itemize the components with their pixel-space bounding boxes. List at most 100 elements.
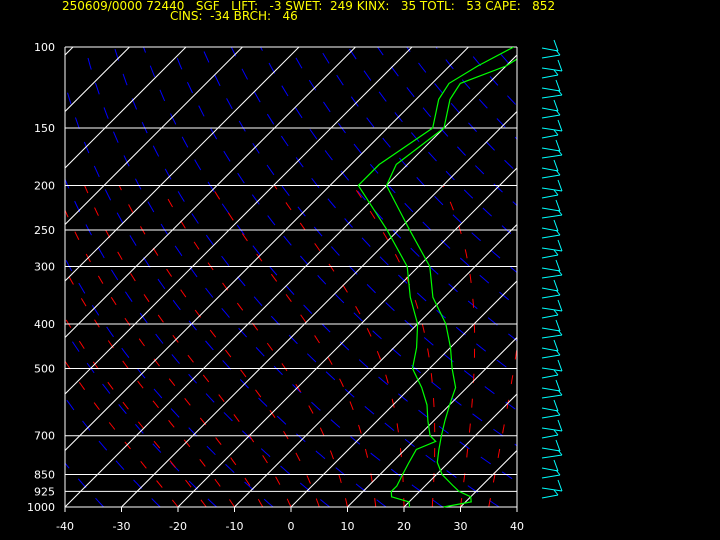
moist-adiabat-line — [210, 185, 377, 508]
wind-barb — [541, 287, 559, 292]
wind-barb-feather — [555, 379, 561, 392]
isotherm-line — [234, 223, 517, 508]
wind-barb — [541, 414, 561, 419]
wind-barb-feather — [557, 269, 563, 276]
pressure-tick-label: 925 — [34, 485, 55, 498]
temperature-tick-label: 0 — [288, 520, 295, 533]
wind-barb-feather — [555, 169, 561, 176]
moist-adiabat-line — [65, 360, 179, 508]
isotherm-line — [65, 47, 243, 226]
isotherm-line — [65, 47, 187, 169]
wind-barb — [541, 447, 561, 452]
wind-barb-feather — [557, 89, 563, 96]
dewpoint-profile-line — [357, 47, 514, 508]
dry-adiabat-line — [65, 396, 161, 508]
wind-barb — [541, 94, 563, 99]
wind-barb-feather — [553, 189, 559, 196]
dry-adiabat-line — [65, 329, 218, 508]
wind-barb-feather — [553, 369, 559, 376]
temperature-tick-label: -10 — [226, 520, 244, 533]
moist-adiabat-line — [488, 344, 517, 508]
wind-barb-feather — [555, 319, 561, 332]
wind-barb — [541, 494, 559, 499]
isotherm-line — [121, 110, 517, 508]
temperature-profile-line — [385, 58, 517, 508]
wind-barb-feather — [557, 179, 563, 192]
wind-barb — [541, 247, 563, 252]
wind-barb-feather — [553, 69, 559, 76]
wind-barb-feather — [557, 419, 563, 432]
wind-barb-feather — [555, 289, 561, 296]
moist-adiabat-line — [84, 185, 292, 508]
moist-adiabat-line — [65, 267, 235, 508]
wind-barb-feather — [555, 349, 561, 356]
wind-barb-feather — [553, 39, 559, 52]
wind-barb-feather — [553, 489, 559, 496]
pressure-tick-label: 150 — [34, 122, 55, 135]
wind-barb — [541, 354, 561, 359]
wind-barb — [541, 394, 563, 399]
isotherm-line — [403, 393, 517, 508]
dry-adiabat-line — [318, 47, 517, 274]
pressure-tick-label: 700 — [34, 430, 55, 443]
wind-barb-feather — [553, 309, 559, 316]
wind-barb — [541, 67, 563, 72]
wind-barb-feather — [557, 389, 563, 396]
wind-barb — [541, 54, 561, 59]
isotherm-line — [65, 47, 356, 339]
pressure-tick-label: 500 — [34, 363, 55, 376]
wind-barb-feather — [557, 119, 563, 132]
wind-barb-feather — [555, 109, 561, 116]
pressure-tick-label: 850 — [34, 469, 55, 482]
wind-barb — [541, 467, 559, 472]
wind-barb — [541, 307, 563, 312]
wind-barb-feather — [555, 439, 561, 452]
wind-barb — [541, 154, 563, 159]
dry-adiabat-line — [84, 47, 443, 508]
wind-barb — [541, 214, 563, 219]
pressure-tick-label: 400 — [34, 318, 55, 331]
sounding-header-line-1: 250609/0000 72440 SGF LIFT: -3 SWET: 249… — [62, 0, 556, 13]
wind-barb-feather — [553, 429, 559, 436]
temperature-tick-label: 10 — [341, 520, 355, 533]
wind-barb — [541, 314, 559, 319]
dry-adiabat-line — [65, 82, 387, 508]
isotherm-line — [65, 47, 300, 282]
wind-barb — [541, 234, 561, 239]
wind-barb — [541, 434, 559, 439]
wind-barb — [541, 274, 563, 279]
temperature-tick-label: 40 — [510, 520, 524, 533]
wind-barb-feather — [553, 99, 559, 112]
wind-barb — [541, 47, 559, 52]
temperature-tick-label: 30 — [454, 520, 468, 533]
dry-adiabat-line — [494, 47, 517, 74]
wind-barb-feather — [557, 59, 563, 72]
pressure-tick-label: 200 — [34, 179, 55, 192]
wind-barb — [541, 114, 561, 119]
dry-adiabat-line — [553, 47, 720, 507]
pressure-tick-label: 100 — [34, 41, 55, 54]
pressure-tick-label: 300 — [34, 260, 55, 273]
isotherm-line — [630, 47, 720, 507]
moist-adiabat-line — [442, 185, 476, 508]
moist-adiabat-line — [65, 208, 264, 508]
wind-barb-feather — [555, 409, 561, 416]
wind-barb-feather — [555, 199, 561, 212]
moist-adiabat-line — [160, 185, 348, 508]
wind-barb — [541, 134, 559, 139]
moist-adiabat-line — [65, 317, 207, 508]
wind-barb-feather — [553, 129, 559, 136]
isotherm-line — [65, 47, 413, 395]
isotherm-line — [574, 47, 720, 507]
wind-barb-feather — [555, 259, 561, 272]
wind-barb-feather — [557, 359, 563, 372]
wind-barb-feather — [555, 229, 561, 236]
wind-barb-feather — [553, 249, 559, 256]
wind-barb-feather — [553, 279, 559, 292]
wind-barb-feather — [557, 329, 563, 336]
wind-barb — [541, 87, 561, 92]
wind-barb — [541, 387, 561, 392]
temperature-tick-label: 20 — [397, 520, 411, 533]
moist-adiabat-line — [352, 185, 436, 508]
isotherm-line — [460, 449, 517, 508]
